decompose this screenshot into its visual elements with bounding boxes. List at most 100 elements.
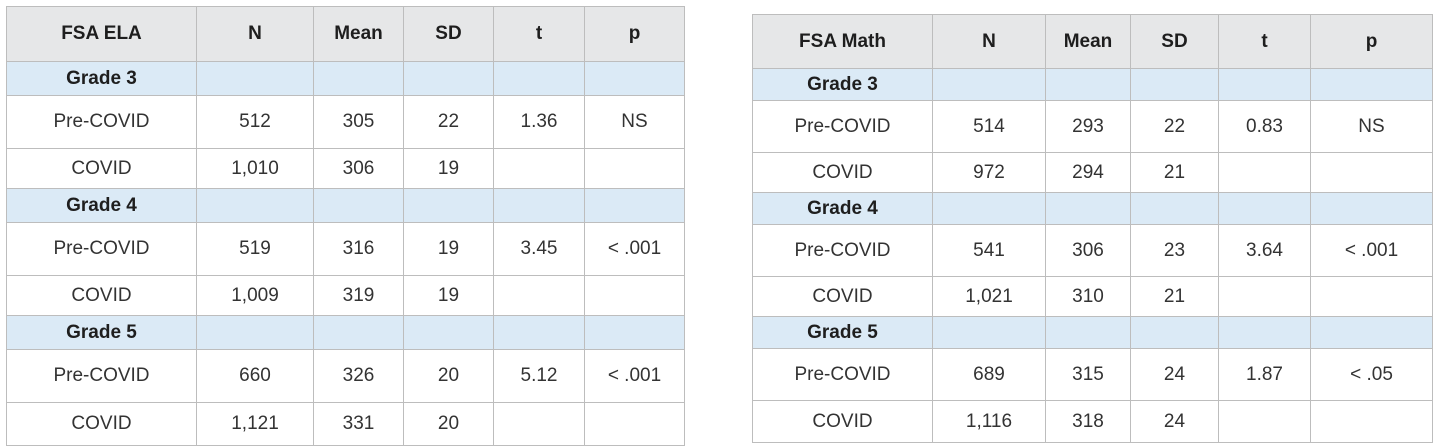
- table-cell: < .05: [1310, 348, 1433, 401]
- table-cell: 20: [403, 402, 494, 446]
- table-cell: [1218, 152, 1311, 193]
- table-cell: 1,009: [196, 275, 314, 316]
- table-row: Pre-COVID 541 306 23 3.64 < .001: [752, 224, 1433, 277]
- table-row: Pre-COVID 519 316 19 3.45 < .001: [6, 222, 685, 276]
- table-cell: COVID: [752, 152, 933, 193]
- table-cell: 0.83: [1218, 100, 1311, 153]
- table-cell: [1218, 276, 1311, 317]
- table-cell: Pre-COVID: [752, 348, 933, 401]
- table-cell: COVID: [6, 148, 197, 189]
- table-cell: 1.87: [1218, 348, 1311, 401]
- table-cell: 24: [1130, 348, 1219, 401]
- table-cell: 318: [1045, 400, 1131, 443]
- table-cell: 1,121: [196, 402, 314, 446]
- table-cell: COVID: [752, 400, 933, 443]
- table-row: Pre-COVID 660 326 20 5.12 < .001: [6, 349, 685, 403]
- table-cell: 5.12: [493, 349, 585, 403]
- table-cell: [584, 148, 685, 189]
- column-header: SD: [1130, 14, 1219, 69]
- table-cell: [1310, 276, 1433, 317]
- table-cell: [1218, 400, 1311, 443]
- table-cell: 19: [403, 148, 494, 189]
- column-header: FSA Math: [752, 14, 933, 69]
- table-cell: 293: [1045, 100, 1131, 153]
- column-header: N: [196, 6, 314, 62]
- table-cell: < .001: [584, 222, 685, 276]
- table-row: Pre-COVID 514 293 22 0.83 NS: [752, 100, 1433, 153]
- table-cell: 319: [313, 275, 404, 316]
- grade-label: Grade 5: [6, 315, 197, 350]
- table-cell: [493, 402, 585, 446]
- table-cell: 331: [313, 402, 404, 446]
- table-cell: 22: [1130, 100, 1219, 153]
- table-row: Pre-COVID 689 315 24 1.87 < .05: [752, 348, 1433, 401]
- table-cell: Pre-COVID: [6, 349, 197, 403]
- table-cell: 306: [1045, 224, 1131, 277]
- table-row: COVID 1,121 331 20: [6, 402, 685, 446]
- table-cell: COVID: [6, 275, 197, 316]
- table-cell: < .001: [1310, 224, 1433, 277]
- table-cell: 305: [313, 95, 404, 149]
- table-cell: COVID: [6, 402, 197, 446]
- table-cell: Pre-COVID: [6, 222, 197, 276]
- table-cell: [584, 402, 685, 446]
- grade-row: Grade 3: [752, 68, 1433, 101]
- table-cell: 512: [196, 95, 314, 149]
- column-header: Mean: [1045, 14, 1131, 69]
- table-cell: COVID: [752, 276, 933, 317]
- table-cell: 1.36: [493, 95, 585, 149]
- table-cell: 972: [932, 152, 1046, 193]
- table-cell: 316: [313, 222, 404, 276]
- fsa-ela-table: FSA ELA N Mean SD t p Grade 3 Pre-COVID …: [6, 6, 685, 446]
- table-cell: < .001: [584, 349, 685, 403]
- table-cell: 514: [932, 100, 1046, 153]
- grade-row: Grade 3: [6, 61, 685, 96]
- column-header: Mean: [313, 6, 404, 62]
- grade-label: Grade 4: [6, 188, 197, 223]
- grade-label: Grade 3: [6, 61, 197, 96]
- table-cell: 19: [403, 222, 494, 276]
- grade-label: Grade 3: [752, 68, 933, 101]
- table-cell: [584, 275, 685, 316]
- column-header: p: [1310, 14, 1433, 69]
- grade-row: Grade 5: [6, 315, 685, 350]
- grade-row: Grade 4: [6, 188, 685, 223]
- table-cell: NS: [1310, 100, 1433, 153]
- header-row: FSA ELA N Mean SD t p: [6, 6, 685, 62]
- table-cell: 21: [1130, 152, 1219, 193]
- table-cell: 23: [1130, 224, 1219, 277]
- table-cell: Pre-COVID: [752, 100, 933, 153]
- table-row: COVID 972 294 21: [752, 152, 1433, 193]
- table-cell: 24: [1130, 400, 1219, 443]
- column-header: SD: [403, 6, 494, 62]
- table-cell: NS: [584, 95, 685, 149]
- column-header: t: [493, 6, 585, 62]
- table-cell: 315: [1045, 348, 1131, 401]
- table-cell: 294: [1045, 152, 1131, 193]
- table-cell: [1310, 400, 1433, 443]
- table-cell: [493, 275, 585, 316]
- table-cell: 326: [313, 349, 404, 403]
- table-cell: [493, 148, 585, 189]
- table-cell: 689: [932, 348, 1046, 401]
- column-header: t: [1218, 14, 1311, 69]
- table-cell: 1,116: [932, 400, 1046, 443]
- table-cell: 306: [313, 148, 404, 189]
- table-cell: 20: [403, 349, 494, 403]
- table-cell: 1,021: [932, 276, 1046, 317]
- table-cell: Pre-COVID: [752, 224, 933, 277]
- table-cell: 3.64: [1218, 224, 1311, 277]
- table-cell: 3.45: [493, 222, 585, 276]
- table-cell: [1310, 152, 1433, 193]
- grade-label: Grade 5: [752, 316, 933, 349]
- table-cell: 541: [932, 224, 1046, 277]
- header-row: FSA Math N Mean SD t p: [752, 14, 1433, 69]
- column-header: p: [584, 6, 685, 62]
- column-header: FSA ELA: [6, 6, 197, 62]
- table-cell: 19: [403, 275, 494, 316]
- table-row: Pre-COVID 512 305 22 1.36 NS: [6, 95, 685, 149]
- table-cell: 310: [1045, 276, 1131, 317]
- table-row: COVID 1,010 306 19: [6, 148, 685, 189]
- table-cell: 660: [196, 349, 314, 403]
- table-cell: 1,010: [196, 148, 314, 189]
